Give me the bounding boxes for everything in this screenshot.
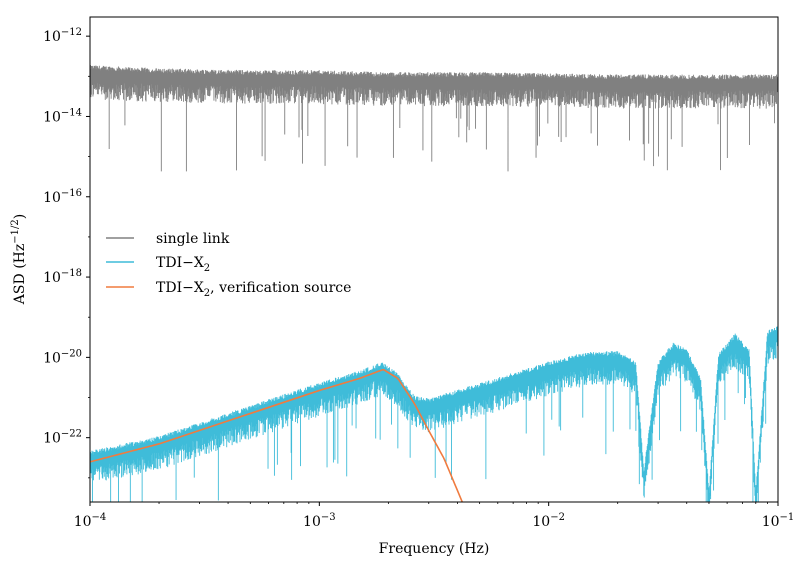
legend-label-verification-main: TDI−X	[156, 280, 204, 296]
y-tick-label-2: 10−16	[43, 188, 82, 206]
y-axis-label: ASD (Hz−1/2)	[10, 214, 28, 305]
legend: single link TDI−X2 TDI−X2, verification …	[106, 231, 351, 299]
y-tick-label-0: 10−12	[43, 27, 82, 45]
plot-frame	[89, 16, 779, 503]
y-axis-label-main: ASD (Hz	[12, 244, 28, 305]
x-tick-label-3: 10−1	[762, 512, 795, 530]
y-axis: 10−12 10−14 10−16 10−18 10−20 10−22	[43, 27, 90, 479]
x-axis-label: Frequency (Hz)	[379, 541, 490, 557]
legend-label-single-link: single link	[156, 231, 230, 247]
series-layer	[90, 65, 778, 502]
y-axis-label-suffix: )	[12, 214, 28, 219]
legend-label-tdi-x2: TDI−X2	[156, 255, 210, 274]
x-axis: 10−4 10−3 10−2 10−1	[74, 502, 795, 530]
y-axis-label-exponent: −1/2	[10, 219, 21, 243]
y-tick-label-4: 10−20	[43, 348, 82, 366]
x-tick-label-1: 10−3	[303, 512, 336, 530]
legend-label-tdi-x2-sub: 2	[204, 263, 210, 274]
legend-label-tdi-x2-main: TDI−X	[156, 255, 204, 271]
series-line-single-link	[90, 65, 778, 172]
series-single-link	[90, 65, 778, 172]
legend-label-verification-sub: 2	[204, 288, 210, 299]
series-tdi-x2	[90, 326, 778, 502]
y-tick-label-1: 10−14	[43, 107, 82, 125]
x-tick-label-2: 10−2	[532, 512, 565, 530]
x-tick-label-0: 10−4	[74, 512, 107, 530]
legend-label-verification-suffix: , verification source	[210, 280, 351, 296]
series-line-tdi-x2	[90, 326, 778, 502]
series-line-verification-source	[90, 368, 464, 502]
y-tick-label-5: 10−22	[43, 429, 82, 447]
y-tick-label-3: 10−18	[43, 268, 82, 286]
legend-label-verification-source: TDI−X2, verification source	[156, 280, 351, 299]
